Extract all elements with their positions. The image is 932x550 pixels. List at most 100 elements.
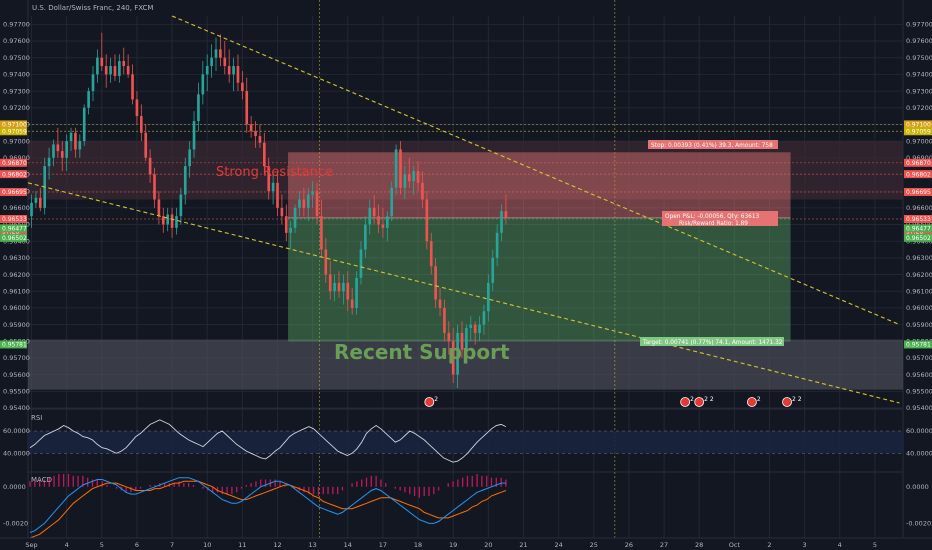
price-tag-right-text-5: 0.96533 xyxy=(906,216,931,223)
x-tick-label-3: 6 xyxy=(135,541,139,549)
x-tick-label-4: 7 xyxy=(170,541,174,549)
event-flag-icon-2[interactable] xyxy=(694,397,705,407)
price-tag-left-text-3: 0.96802 xyxy=(2,171,27,178)
price-tag-left-1 xyxy=(0,120,27,129)
candle-body-7 xyxy=(60,151,64,158)
target-region[interactable] xyxy=(288,217,791,342)
y-tick-label-left-6: 0.96000 xyxy=(3,304,30,312)
trendline-1[interactable] xyxy=(27,182,900,404)
price-tag-left-9 xyxy=(0,340,27,349)
y-tick-label-right-5: 0.95900 xyxy=(906,321,932,329)
y-tick-label-left-12: 0.96600 xyxy=(3,204,30,212)
x-tick-label-7: 12 xyxy=(273,541,281,549)
stop-label-box xyxy=(648,140,778,149)
candles xyxy=(30,32,508,388)
candle-body-10 xyxy=(74,132,77,150)
x-tick-label-10: 17 xyxy=(379,541,387,549)
price-tag-left-3 xyxy=(0,170,27,179)
candle-body-106 xyxy=(495,232,499,258)
candle-body-72 xyxy=(346,282,350,300)
candle-body-107 xyxy=(500,211,503,233)
price-tag-left-text-0: 0.97059 xyxy=(2,128,27,135)
y-tick-label-left-23: 0.97700 xyxy=(3,21,30,29)
time-axis[interactable]: Sep 4 5 6 7 10 11 12 13 14 17 18 19 20 21 24 25 26 27 28 Oct… xyxy=(0,537,932,550)
y-tick-label-left-8: 0.96200 xyxy=(3,271,30,279)
candle-body-73 xyxy=(350,299,354,308)
macd-tick-left-1: -0.0020 xyxy=(3,520,28,528)
x-tick-label-18: 27 xyxy=(660,541,668,549)
x-tick-label-15: 24 xyxy=(554,541,562,549)
event-label-3: 2 xyxy=(757,396,761,403)
x-tick-label-5: 10 xyxy=(203,541,211,549)
candle-body-44 xyxy=(223,57,227,67)
candle-body-30 xyxy=(161,216,165,225)
price-tag-right-7 xyxy=(904,233,932,242)
candle-body-49 xyxy=(245,91,249,125)
candle-body-8 xyxy=(65,141,68,158)
candle-body-98 xyxy=(460,332,464,350)
rr-label: Risk/Reward Ratio: 1.89 xyxy=(679,221,748,227)
rsi-pane[interactable]: 60.0000 60.0000 40.0000 40.0000 xyxy=(3,419,932,463)
x-tick-label-19: 28 xyxy=(695,541,703,549)
candle-body-37 xyxy=(192,121,196,150)
y-tick-label-right-19: 0.97300 xyxy=(906,87,932,95)
x-tick-label-21: 2 xyxy=(767,541,771,549)
price-tag-right-text-7: 0.96502 xyxy=(906,235,931,242)
candle-body-15 xyxy=(96,57,99,75)
macd-tick-right-1: -0.0020 xyxy=(906,520,931,528)
candle-body-105 xyxy=(491,257,495,283)
candle-body-70 xyxy=(337,282,341,292)
candle-body-4 xyxy=(47,157,51,167)
candle-body-1 xyxy=(34,197,38,203)
price-tag-right-1 xyxy=(904,127,932,136)
candle-body-64 xyxy=(311,191,314,195)
candle-body-89 xyxy=(421,182,424,200)
candle-body-32 xyxy=(170,214,174,228)
time-axis-background xyxy=(0,538,932,550)
event-flag-icon-1[interactable] xyxy=(680,397,691,407)
event-flag-icon-3[interactable] xyxy=(746,397,757,407)
event-flag-icon-0[interactable] xyxy=(424,397,435,407)
candle-body-40 xyxy=(205,66,209,75)
price-tag-right-9 xyxy=(904,340,932,349)
stop-label: Stop: 0.00393 (0.41%) 39.3, Amount: 758 xyxy=(651,143,773,149)
candle-body-24 xyxy=(135,99,139,117)
rsi-band xyxy=(28,431,903,454)
candle-body-81 xyxy=(385,216,389,228)
candle-body-79 xyxy=(377,216,380,225)
price-tag-right-text-9: 0.95781 xyxy=(906,342,931,349)
x-tick-label-1: 4 xyxy=(65,541,69,549)
price-tag-right-text-2: 0.96870 xyxy=(906,160,931,167)
event-flag-icon-4[interactable] xyxy=(782,397,792,407)
trendline-0[interactable] xyxy=(171,15,900,326)
macd-line xyxy=(29,477,506,533)
rsi-line xyxy=(29,419,507,463)
candle-body-104 xyxy=(487,282,490,312)
price-tag-right-text-0: 0.97100 xyxy=(906,122,931,129)
y-tick-label-right-0: 0.95400 xyxy=(906,404,932,412)
position-tool[interactable] xyxy=(288,152,791,342)
candle-body-48 xyxy=(241,82,244,92)
candle-body-27 xyxy=(148,157,152,175)
candle-body-65 xyxy=(315,191,319,217)
candle-body-90 xyxy=(425,199,429,242)
event-markers: 2 2 2 2 2 2 2 xyxy=(424,396,802,407)
macd-pane[interactable]: 0.0000 0.0000 -0.0020 -0.0020 xyxy=(3,474,931,539)
resistance-label: Strong Resistance xyxy=(216,165,333,180)
price-tag-left-4 xyxy=(0,187,27,196)
stop-region[interactable] xyxy=(288,152,791,218)
candle-body-36 xyxy=(188,149,191,167)
candle-body-96 xyxy=(451,341,455,375)
rsi-tick-left-0: 60.0000 xyxy=(3,427,30,435)
candle-body-69 xyxy=(333,282,336,292)
price-tag-right-3 xyxy=(904,170,932,179)
chart-title: U.S. Dollar/Swiss Franc, 240, FXCM xyxy=(32,4,153,12)
y-tick-label-left-19: 0.97300 xyxy=(3,87,30,95)
y-tick-label-left-20: 0.97400 xyxy=(3,71,30,79)
candle-body-29 xyxy=(157,199,161,217)
candle-body-71 xyxy=(342,282,345,292)
candle-body-55 xyxy=(271,182,275,192)
price-tag-left-2 xyxy=(0,158,27,167)
y-tick-label-right-18: 0.97200 xyxy=(906,104,932,112)
